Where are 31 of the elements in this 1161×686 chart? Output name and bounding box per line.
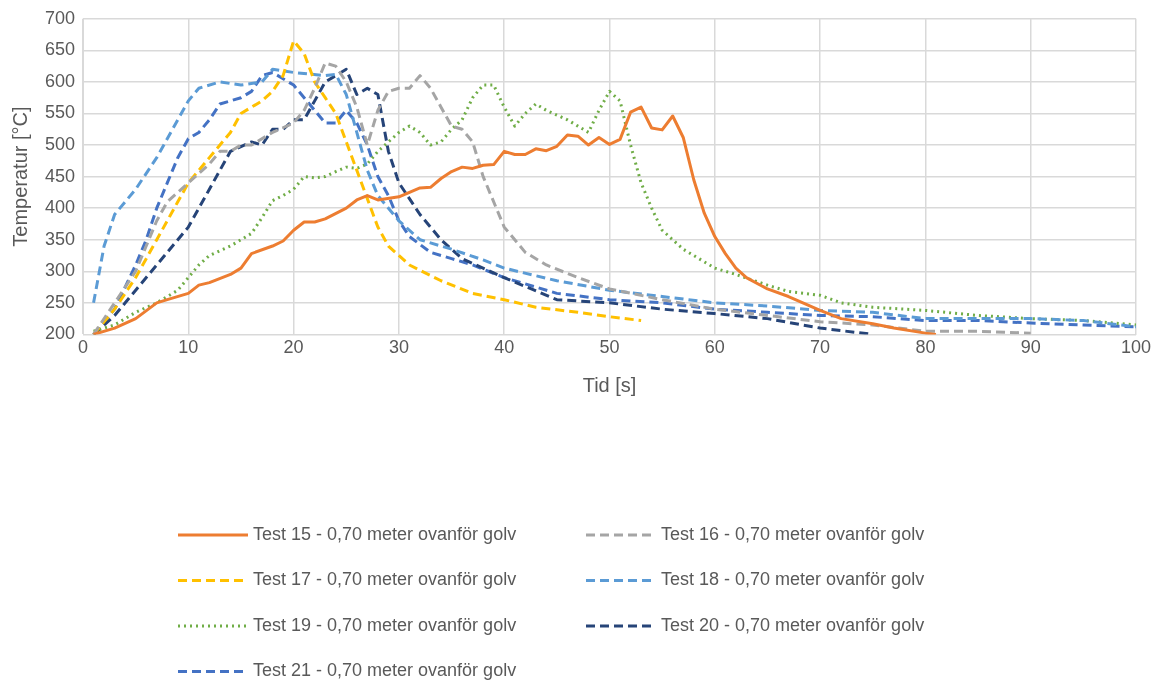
- x-tick-label: 50: [599, 337, 620, 358]
- x-tick-label: 80: [915, 337, 936, 358]
- legend-label: Test 18 - 0,70 meter ovanför golv: [661, 569, 925, 590]
- y-tick-label: 300: [44, 260, 76, 281]
- y-tick-label: 250: [44, 291, 76, 312]
- x-tick-label: 60: [704, 337, 725, 358]
- x-tick-label: 70: [810, 337, 831, 358]
- x-tick-label: 30: [388, 337, 409, 358]
- x-tick-label: 20: [283, 337, 304, 358]
- y-tick-label: 600: [44, 70, 76, 91]
- x-tick-label: 0: [78, 337, 89, 358]
- legend-label: Test 17 - 0,70 meter ovanför golv: [253, 569, 517, 590]
- legend-label: Test 15 - 0,70 meter ovanför golv: [253, 523, 517, 544]
- y-tick-label: 400: [44, 197, 76, 218]
- legend-label: Test 19 - 0,70 meter ovanför golv: [253, 614, 517, 635]
- y-tick-label: 350: [44, 228, 76, 249]
- x-tick-label: 90: [1020, 337, 1041, 358]
- y-axis-title: Temperatur [°C]: [8, 106, 31, 247]
- y-tick-label: 500: [44, 134, 76, 155]
- x-tick-label: 40: [494, 337, 515, 358]
- y-tick-label: 650: [44, 39, 76, 60]
- y-tick-label: 450: [44, 165, 76, 186]
- legend-label: Test 20 - 0,70 meter ovanför golv: [661, 614, 925, 635]
- y-tick-label: 700: [44, 7, 76, 28]
- x-axis-title: Tid [s]: [582, 373, 637, 396]
- y-tick-label: 200: [44, 323, 76, 344]
- x-tick-label: 10: [178, 337, 199, 358]
- legend-label: Test 21 - 0,70 meter ovanför golv: [253, 660, 517, 681]
- legend-label: Test 16 - 0,70 meter ovanför golv: [661, 523, 925, 544]
- y-tick-label: 550: [44, 102, 76, 123]
- x-tick-label: 100: [1120, 337, 1152, 358]
